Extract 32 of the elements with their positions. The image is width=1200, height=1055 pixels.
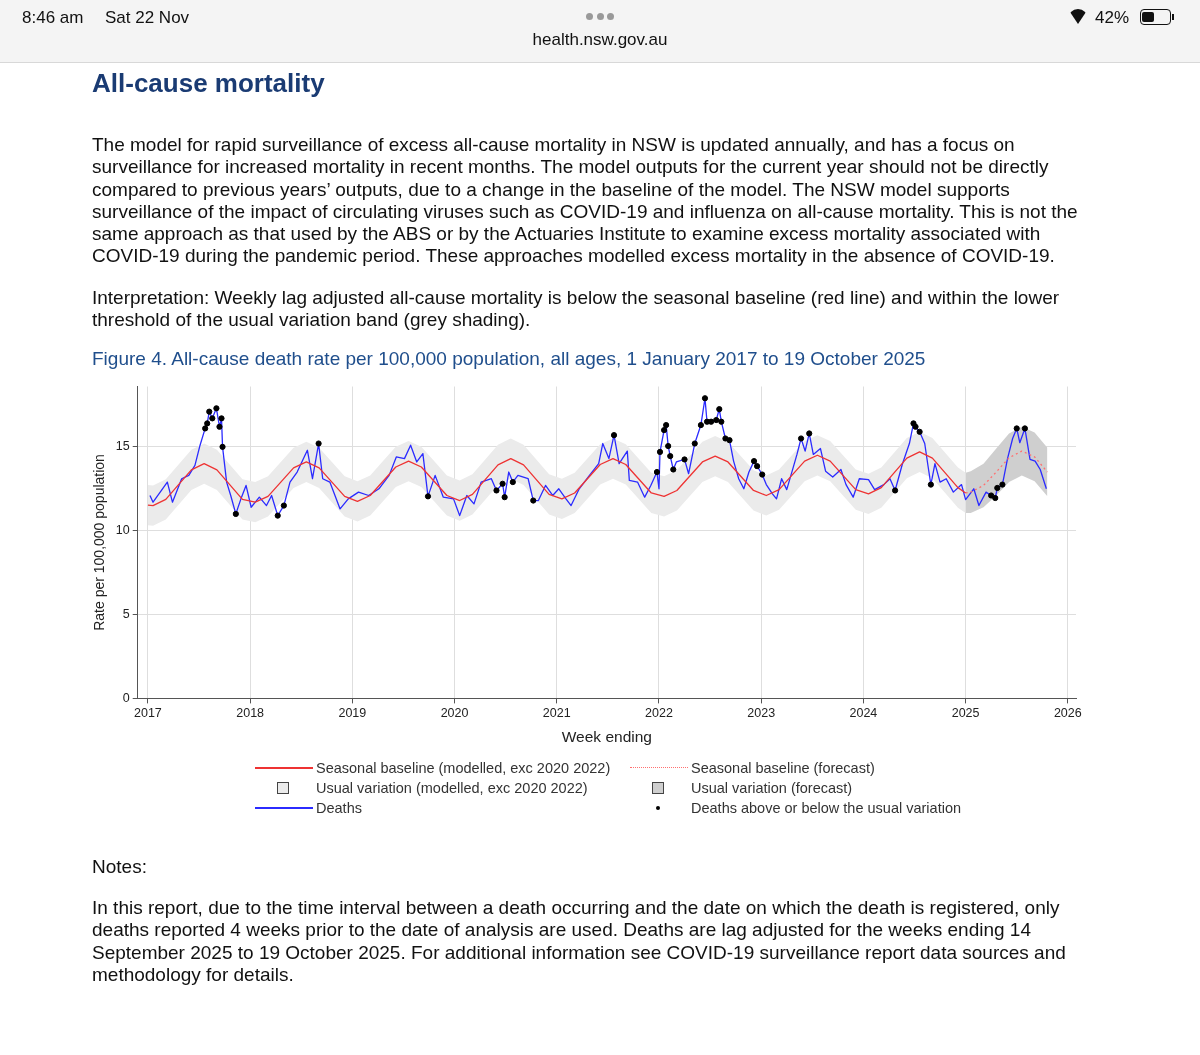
x-tick-label: 2025 [951,706,980,721]
x-tick-label: 2021 [542,706,571,721]
text: Notes: [92,856,148,879]
y-axis-title: Rate per 100,000 population [91,454,108,631]
x-tick-label: 2019 [338,706,367,721]
text: In this report, due to the time interval between a death occurring and the date on which the death is registered, only deaths reported 4 weeks prior to the date of analysis are used. Deaths are lag adjusted for the weeks ending 14 September 2025 to 19 October 2025. For additional information see COVID-19 surveillance report data sources and methodology for details. [92,897,1067,987]
x-tick-label: 2018 [236,706,265,721]
legend-label: Deaths [316,799,362,816]
text: Sat 22 Nov [105,8,190,28]
legend-label: Deaths above or below the usual variation [691,799,962,816]
legend-label: Seasonal baseline (modelled, exc 2020 2022) [316,759,611,776]
text: Interpretation: Weekly lag adjusted all-cause mortality is below the seasonal baseline (red line) and within the lower threshold of the usual variation band (grey shading). [92,287,1061,332]
text: Usual variation (forecast) [691,779,853,796]
legend-label: Seasonal baseline (forecast) [691,759,875,776]
chart-title: Figure 4. All-cause death rate per 100,000 population, all ages, 1 January 2017 to 19 October 2025 [92,348,927,371]
x-axis-title: Week ending [561,727,652,745]
x-tick-label: 2024 [849,706,878,721]
y-tick-label: 15 [115,439,130,454]
text: 8:46 am [22,8,84,28]
x-tick-label: 2022 [645,706,673,721]
text: All-cause mortality [92,68,326,99]
y-tick-label: 5 [122,607,130,622]
text: health.nsw.gov.au [531,30,669,50]
text: 42% [1095,8,1130,28]
x-tick-label: 2020 [440,706,469,721]
x-tick-label: 2023 [747,706,776,721]
y-tick-label: 0 [122,690,130,705]
x-tick-label: 2017 [134,706,162,721]
y-tick-label: 10 [115,523,130,538]
text: Usual variation (modelled, exc 2020 2022) [316,779,588,796]
text: The model for rapid surveillance of excess all-cause mortality in NSW is updated annually, and has a focus on surveillance for increased mortality in recent months. The model outputs for the current year should not be directly compared to previous years’ outputs, due to a change in the baseline of the model. The NSW model supports surveillance of the impact of circulating viruses such as COVID-19 and influenza on all-cause mortality. This is not the same approach as that used by the ABS or by the Actuaries Institute to examine excess mortality associated with COVID-19 during the pandemic period. These approaches modelled excess mortality in the absence of COVID-19. [92,134,1079,268]
x-tick-label: 2026 [1053,706,1082,721]
